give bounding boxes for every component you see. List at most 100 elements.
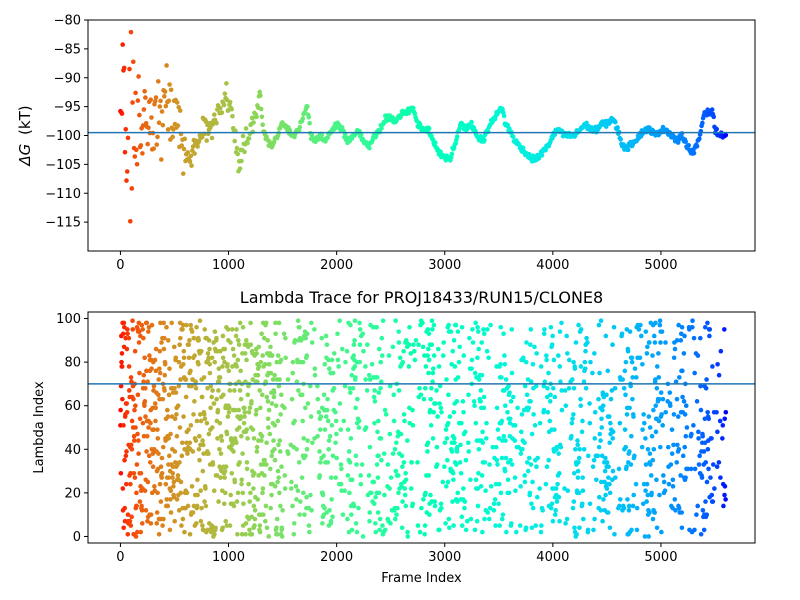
lambda-point [119,364,125,369]
lambda-point [483,488,488,493]
delta-g-point [130,100,135,105]
lambda-point [598,318,604,324]
lambda-point [692,527,697,533]
lambda-point [134,490,139,496]
lambda-point [205,351,211,356]
lambda-point [454,462,459,467]
lambda-point [483,436,489,441]
delta-g-point [164,63,169,68]
lambda-point [571,499,577,504]
lambda-point [124,409,130,415]
delta-g-panel: 0 1000 2000 3000 4000 5000 −115−110−105−100−9… [16,14,756,273]
lambda-point [579,429,585,435]
lambda-point [180,322,186,328]
delta-g-point [127,218,133,224]
lambda-point [578,327,584,332]
lambda-point [680,394,685,400]
lambda-point [425,440,431,446]
lambda-point [396,340,402,345]
lambda-point [448,329,454,334]
lambda-point [352,338,357,343]
lambda-point [145,379,150,385]
lambda-point [470,327,475,332]
lambda-point [238,433,244,439]
lambda-point [222,346,228,352]
lambda-point [493,523,498,528]
lambda-point [329,497,334,502]
lambda-points [118,318,729,539]
lambda-point [291,521,297,526]
delta-g-point [211,112,217,117]
lambda-point [425,353,430,358]
lambda-point [264,462,269,467]
lambda-point [239,531,245,537]
lambda-point [584,335,589,341]
lambda-point [119,359,124,365]
lambda-point [267,362,272,367]
lambda-point [723,497,728,502]
lambda-point [656,375,662,380]
lambda-point [166,436,171,441]
lambda-point [272,484,278,489]
lambda-point [303,453,308,459]
delta-g-point [122,149,128,155]
lambda-point [342,488,347,493]
delta-g-point [258,93,263,98]
lambda-point [643,488,648,493]
lambda-point [473,420,479,426]
delta-g-point [426,126,432,131]
lambda-point [512,438,518,443]
lambda-point [657,492,662,498]
y-tick-label: 100 [56,312,81,327]
lambda-point [215,436,220,441]
lambda-point [198,518,204,524]
lambda-point [429,318,435,324]
lambda-point [553,486,559,491]
lambda-point [671,442,676,448]
lambda-point [446,516,452,522]
lambda-point [436,364,442,369]
lambda-point [663,340,668,345]
delta-g-point [367,145,372,151]
lambda-point [694,512,699,517]
lambda-point [690,318,695,324]
lambda-point [541,407,547,413]
x-tick-label: 1000 [212,258,245,273]
lambda-point [689,431,694,437]
lambda-point [261,512,266,517]
lambda-point [279,525,285,531]
lambda-point [595,453,601,459]
lambda-point [195,492,200,498]
lambda-point [681,351,687,356]
lambda-point [265,338,270,343]
lambda-point [650,353,655,358]
lambda-point [392,446,398,452]
lambda-point [202,412,207,417]
lambda-point [720,436,725,441]
lambda-point [142,355,147,361]
lambda-point [269,401,275,406]
lambda-point [330,370,336,376]
lambda-point [723,409,729,415]
lambda-point [125,531,131,537]
lambda-point [705,320,710,326]
lambda-point [654,477,659,483]
lambda-point [178,335,183,341]
lambda-point [415,460,420,465]
delta-g-point [473,128,478,133]
lambda-point [251,503,257,509]
lambda-point [282,486,288,491]
lambda-point [206,451,211,456]
lambda-point [604,486,610,491]
lambda-point [692,466,698,472]
lambda-point [677,375,682,380]
lambda-point [426,357,432,363]
lambda-point [585,340,590,345]
lambda-point [722,416,728,422]
lambda-point [190,510,196,515]
lambda-point [705,446,711,452]
lambda-point [293,484,299,489]
lambda-point [547,399,553,404]
lambda-point [155,392,161,398]
lambda-point [256,364,262,369]
